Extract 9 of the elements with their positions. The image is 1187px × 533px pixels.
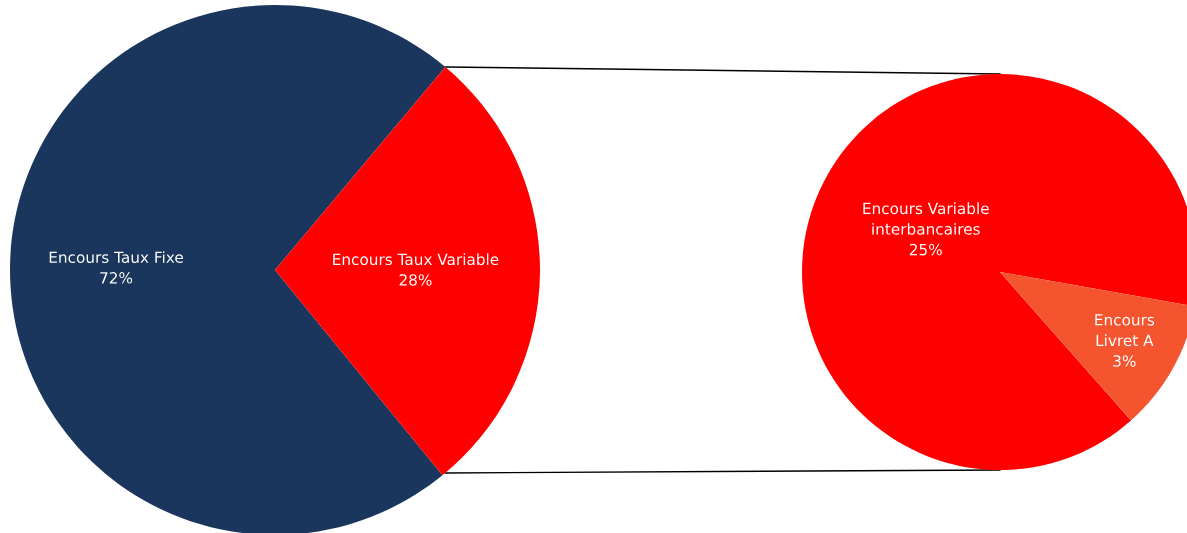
data-label: 3%: [1113, 355, 1136, 367]
pie-slice: [275, 67, 540, 476]
slice-label: Encours Taux Variable: [333, 253, 499, 266]
slice-label: Encours Variable interbancaires: [863, 202, 989, 235]
data-label: 28%: [399, 274, 432, 286]
slice-label: Encours Livret A: [1095, 314, 1155, 347]
data-label: 25%: [909, 243, 942, 256]
slice-label: Encours Taux Fixe: [49, 251, 183, 264]
data-label: 72%: [100, 272, 133, 284]
